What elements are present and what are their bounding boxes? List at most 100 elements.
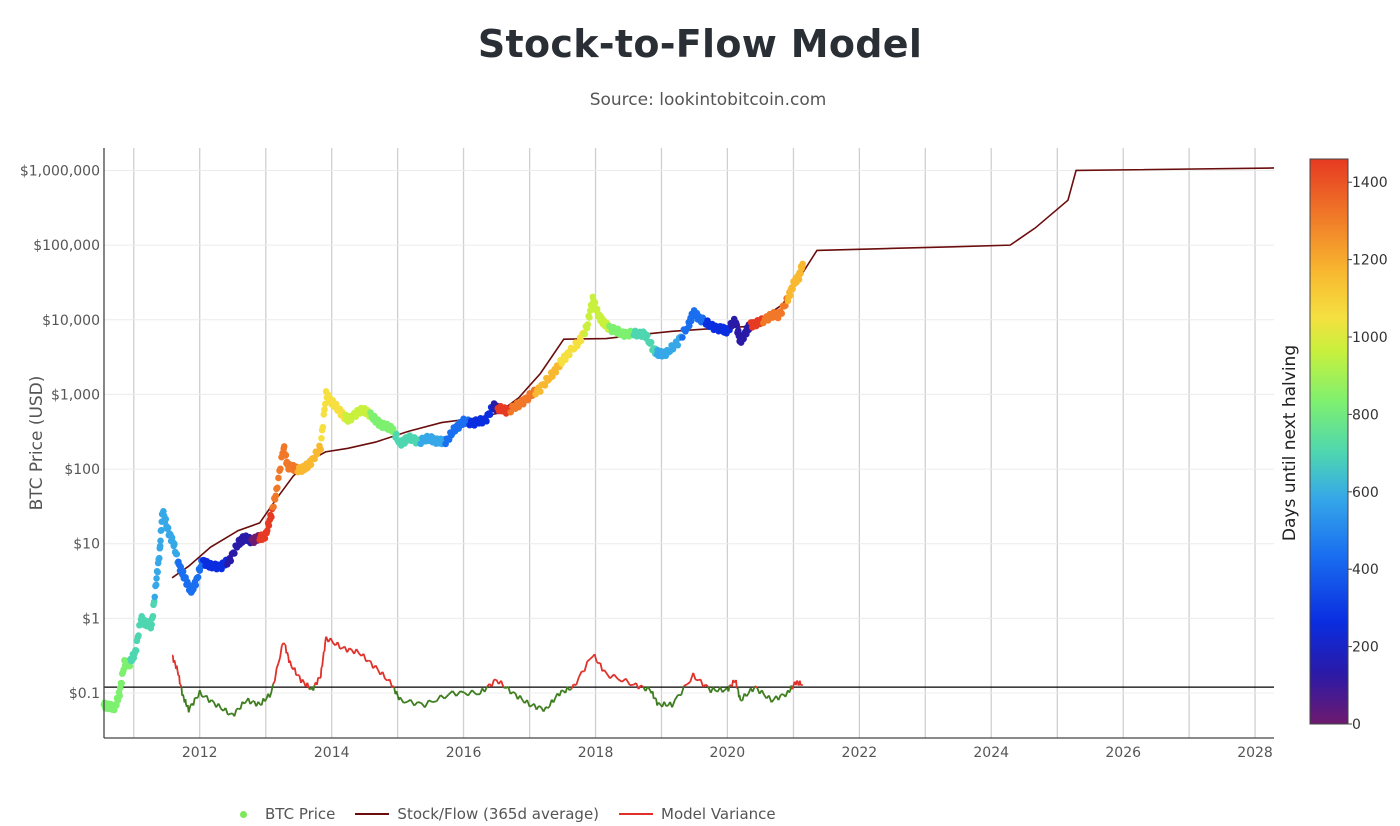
variance-segment — [198, 689, 203, 697]
variance-segment — [601, 669, 605, 672]
btc-price-point — [227, 557, 235, 565]
variance-segment — [369, 661, 374, 669]
btc-price-point — [789, 285, 796, 293]
variance-segment — [509, 691, 514, 695]
btc-price-point — [307, 461, 315, 469]
btc-price-series — [100, 260, 806, 714]
chart-title: Stock-to-Flow Model — [477, 22, 923, 66]
variance-segment — [460, 690, 465, 694]
colorbar: 0 200 400 600 800 1000 1200 1400 — [1309, 158, 1388, 733]
variance-segment — [275, 663, 280, 669]
variance-segment — [798, 680, 802, 686]
legend-line-stock-flow-icon — [355, 813, 390, 815]
variance-segment — [233, 709, 238, 717]
variance-segment — [796, 680, 799, 683]
variance-segment — [224, 707, 229, 716]
variance-segment — [788, 690, 791, 694]
btc-price-point — [171, 540, 178, 548]
variance-segment — [629, 683, 634, 687]
btc-price-point — [118, 679, 125, 687]
btc-price-point — [149, 612, 157, 620]
variance-segment — [599, 662, 604, 672]
btc-price-point — [581, 330, 589, 338]
variance-segment — [705, 683, 709, 688]
btc-price-point — [153, 575, 160, 582]
btc-price-point — [591, 299, 599, 306]
variance-segment — [365, 659, 369, 663]
btc-price-point — [157, 537, 164, 545]
variance-segment — [320, 666, 323, 669]
btc-price-point — [799, 260, 806, 268]
variance-segment — [178, 675, 181, 685]
btc-price-point — [319, 423, 327, 431]
variance-segment — [596, 661, 600, 665]
btc-price-point — [265, 522, 273, 529]
variance-segment — [609, 673, 615, 679]
variance-segment — [184, 699, 188, 706]
legend-item-model-variance[interactable]: Model Variance — [615, 805, 776, 823]
x-tick-label: 2026 — [1105, 745, 1141, 761]
btc-price-point — [132, 647, 140, 654]
btc-price-point — [704, 317, 711, 324]
btc-price-point — [644, 331, 651, 339]
btc-price-point — [520, 400, 527, 408]
y-tick-labels: $1,000,000 $100,000 $10,000 $1,000 $100 $10 $1… — [20, 163, 100, 702]
variance-segment — [282, 642, 286, 645]
btc-price-point — [586, 314, 593, 321]
btc-price-point — [647, 339, 655, 346]
variance-segment — [264, 698, 268, 702]
variance-segment — [312, 684, 316, 691]
variance-segment — [702, 683, 707, 688]
variance-segment — [613, 673, 619, 680]
variance-segment — [358, 652, 362, 657]
variance-segment — [179, 684, 183, 688]
variance-segment — [323, 641, 327, 652]
variance-segment — [512, 691, 516, 695]
btc-price-point — [148, 621, 155, 628]
variance-segment — [657, 701, 661, 706]
btc-price-point — [795, 276, 803, 283]
variance-segment — [381, 671, 386, 680]
variance-segment — [321, 659, 324, 667]
variance-segment — [578, 671, 583, 678]
variance-segment — [173, 659, 177, 664]
variance-segment — [399, 696, 405, 704]
colorbar-tick-label: 1200 — [1352, 253, 1388, 269]
legend-item-btc-price[interactable]: BTC Price — [230, 805, 335, 823]
variance-segment — [529, 704, 533, 708]
btc-price-point — [154, 568, 161, 576]
variance-segment — [692, 672, 697, 681]
variance-segment — [196, 696, 199, 699]
variance-segment — [270, 684, 274, 693]
btc-price-point — [486, 411, 494, 419]
btc-price-point — [164, 524, 172, 532]
variance-segment — [654, 697, 657, 700]
variance-segment — [680, 685, 685, 696]
legend-item-stock-flow[interactable]: Stock/Flow (365d average) — [351, 805, 599, 823]
y-tick-label: $0.1 — [69, 686, 100, 702]
variance-segment — [392, 685, 395, 689]
colorbar-ticks: 0 200 400 600 800 1000 1200 1400 — [1348, 175, 1388, 733]
variance-segment — [653, 697, 656, 700]
variance-segment — [443, 693, 450, 700]
variance-segment — [791, 684, 795, 690]
colorbar-tick-label: 0 — [1352, 717, 1361, 733]
legend-label-stock-flow: Stock/Flow (365d average) — [397, 805, 600, 823]
variance-segment — [589, 655, 594, 660]
btc-price-point — [270, 503, 277, 511]
colorbar-tick-label: 1000 — [1352, 330, 1388, 346]
variance-segment — [570, 683, 575, 690]
variance-segment — [586, 658, 591, 663]
variance-segment — [409, 699, 416, 707]
x-tick-label: 2020 — [710, 745, 746, 761]
variance-segment — [699, 679, 705, 688]
x-tick-label: 2016 — [446, 745, 482, 761]
btc-price-point — [679, 334, 686, 341]
variance-segment — [243, 700, 247, 705]
btc-price-point — [536, 388, 544, 395]
btc-price-point — [317, 446, 325, 453]
btc-price-point — [151, 593, 159, 601]
x-tick-label: 2024 — [973, 745, 1009, 761]
variance-segment — [257, 701, 261, 706]
variance-segment — [483, 686, 488, 693]
